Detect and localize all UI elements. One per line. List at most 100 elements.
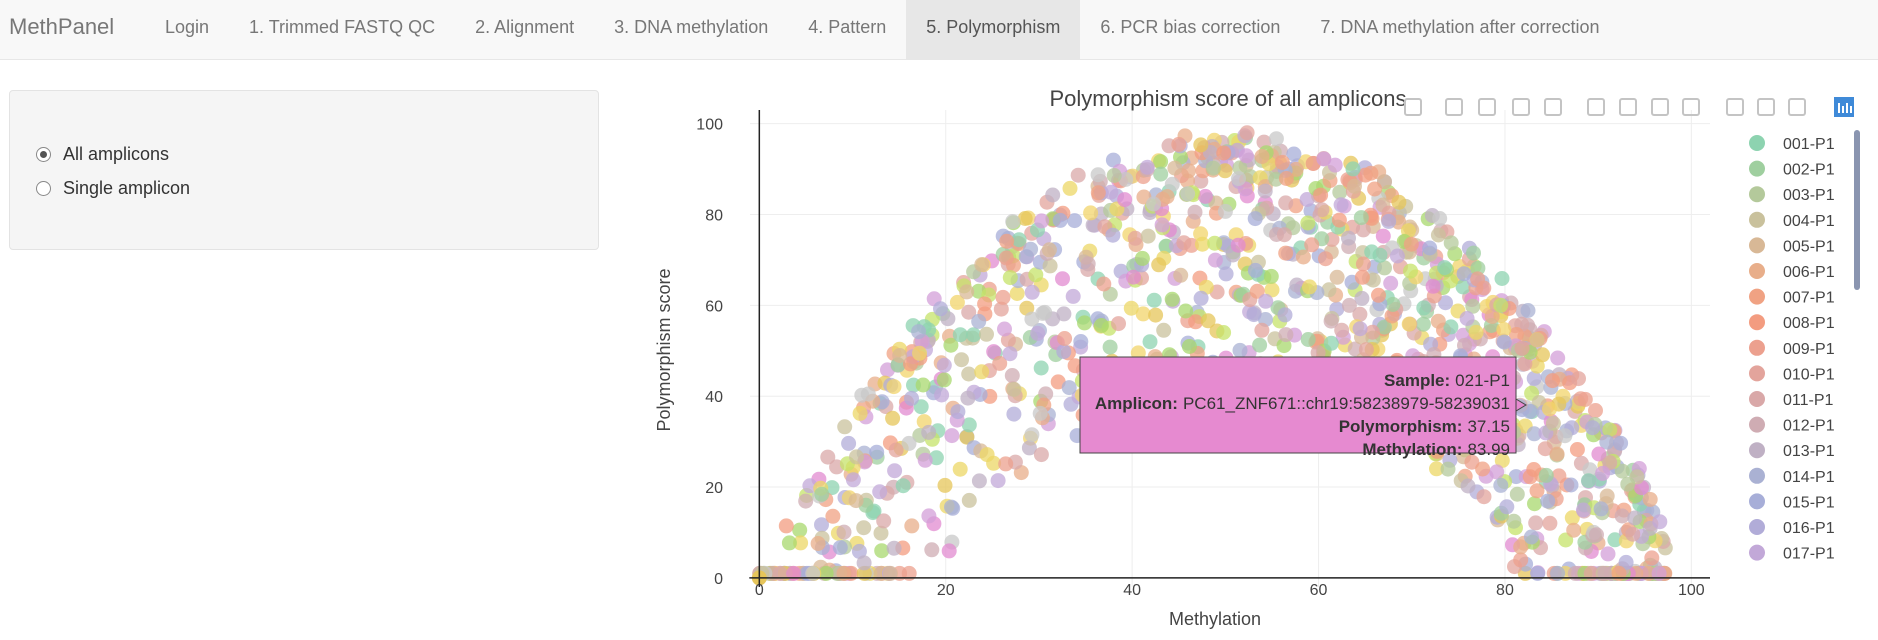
data-point[interactable] (1239, 125, 1255, 141)
tab-alignment[interactable]: 2. Alignment (475, 17, 575, 37)
data-point[interactable] (1164, 176, 1180, 192)
data-point[interactable] (974, 364, 990, 380)
data-point[interactable] (1389, 248, 1405, 264)
data-point[interactable] (1148, 307, 1164, 323)
data-point[interactable] (950, 404, 966, 420)
data-point[interactable] (1602, 455, 1618, 471)
data-point[interactable] (1440, 461, 1456, 477)
data-point[interactable] (805, 565, 821, 581)
data-point[interactable] (1067, 358, 1083, 374)
data-point[interactable] (1523, 529, 1539, 545)
legend-item[interactable]: 006-P1 (1749, 263, 1835, 281)
data-point[interactable] (903, 356, 918, 372)
data-point[interactable] (1371, 287, 1386, 303)
data-point[interactable] (1258, 293, 1274, 309)
data-point[interactable] (1278, 195, 1294, 211)
data-point[interactable] (1563, 477, 1579, 493)
data-point[interactable] (1080, 256, 1096, 272)
data-point[interactable] (1167, 160, 1183, 176)
data-point[interactable] (1496, 322, 1512, 337)
data-point[interactable] (1006, 406, 1022, 422)
legend-item[interactable]: 005-P1 (1749, 237, 1835, 255)
data-point[interactable] (1055, 271, 1070, 287)
data-point[interactable] (818, 565, 834, 581)
data-point[interactable] (1614, 463, 1630, 479)
data-point[interactable] (959, 284, 975, 300)
data-point[interactable] (1564, 510, 1580, 526)
data-point[interactable] (1363, 165, 1379, 181)
radio-single-amplicon[interactable]: Single amplicon (36, 178, 190, 199)
data-point[interactable] (1494, 271, 1510, 286)
data-point[interactable] (901, 565, 917, 581)
data-point[interactable] (1333, 197, 1349, 213)
data-point[interactable] (1070, 167, 1086, 183)
data-point[interactable] (1042, 258, 1058, 274)
data-point[interactable] (1618, 554, 1634, 570)
data-point[interactable] (944, 428, 960, 444)
data-point[interactable] (904, 518, 920, 534)
data-point[interactable] (1134, 250, 1150, 266)
brand-logo[interactable]: MethPanel (9, 14, 115, 39)
tab-login[interactable]: Login (165, 17, 210, 37)
data-point[interactable] (1111, 316, 1126, 332)
data-point[interactable] (860, 386, 876, 402)
data-point[interactable] (937, 477, 953, 493)
data-point[interactable] (1528, 515, 1544, 531)
data-point[interactable] (1300, 215, 1316, 231)
data-point[interactable] (979, 447, 995, 463)
data-point[interactable] (1588, 403, 1603, 418)
data-point[interactable] (1466, 245, 1481, 261)
data-point[interactable] (1005, 214, 1021, 229)
data-point[interactable] (971, 473, 987, 489)
data-point[interactable] (943, 337, 959, 353)
lasso-select-icon[interactable] (1544, 98, 1562, 116)
data-point[interactable] (1257, 183, 1273, 199)
data-point[interactable] (1181, 339, 1197, 354)
data-point[interactable] (1614, 508, 1630, 524)
data-point[interactable] (873, 525, 889, 541)
data-point[interactable] (876, 513, 892, 529)
data-point[interactable] (814, 486, 830, 502)
data-point[interactable] (1455, 279, 1471, 295)
tab-dna-methylation[interactable]: 3. DNA methylation (614, 17, 769, 37)
data-point[interactable] (1035, 305, 1051, 321)
data-point[interactable] (1004, 368, 1020, 383)
data-point[interactable] (793, 535, 809, 551)
data-point[interactable] (1611, 565, 1627, 581)
data-point[interactable] (1056, 306, 1072, 322)
data-point[interactable] (1151, 257, 1167, 273)
data-point[interactable] (1549, 446, 1565, 462)
data-point[interactable] (1083, 205, 1099, 221)
data-point[interactable] (1602, 422, 1618, 438)
data-point[interactable] (966, 327, 982, 343)
data-point[interactable] (1517, 356, 1533, 372)
data-point[interactable] (1096, 276, 1112, 292)
data-point[interactable] (1207, 235, 1223, 251)
data-point[interactable] (1299, 192, 1315, 207)
data-point[interactable] (1249, 283, 1265, 299)
data-point[interactable] (1106, 168, 1122, 183)
data-point[interactable] (1127, 230, 1143, 246)
data-point[interactable] (1062, 180, 1078, 196)
data-point[interactable] (1550, 350, 1566, 366)
data-point[interactable] (841, 435, 857, 451)
data-point[interactable] (961, 304, 977, 320)
data-point[interactable] (1415, 316, 1431, 332)
data-point[interactable] (1475, 461, 1491, 477)
data-point[interactable] (1023, 241, 1039, 257)
data-point[interactable] (961, 492, 977, 508)
data-point[interactable] (1422, 240, 1438, 256)
data-point[interactable] (1038, 386, 1054, 402)
data-point[interactable] (1352, 306, 1368, 322)
data-point[interactable] (1033, 360, 1049, 376)
data-point[interactable] (1526, 370, 1542, 386)
camera-icon[interactable] (1404, 98, 1422, 116)
data-point[interactable] (934, 387, 950, 403)
data-point[interactable] (1493, 477, 1509, 493)
data-point[interactable] (933, 301, 948, 317)
data-point[interactable] (1484, 308, 1500, 324)
data-point[interactable] (998, 456, 1014, 472)
data-point[interactable] (1295, 249, 1311, 265)
data-point[interactable] (1200, 313, 1216, 329)
data-point[interactable] (1416, 300, 1432, 316)
